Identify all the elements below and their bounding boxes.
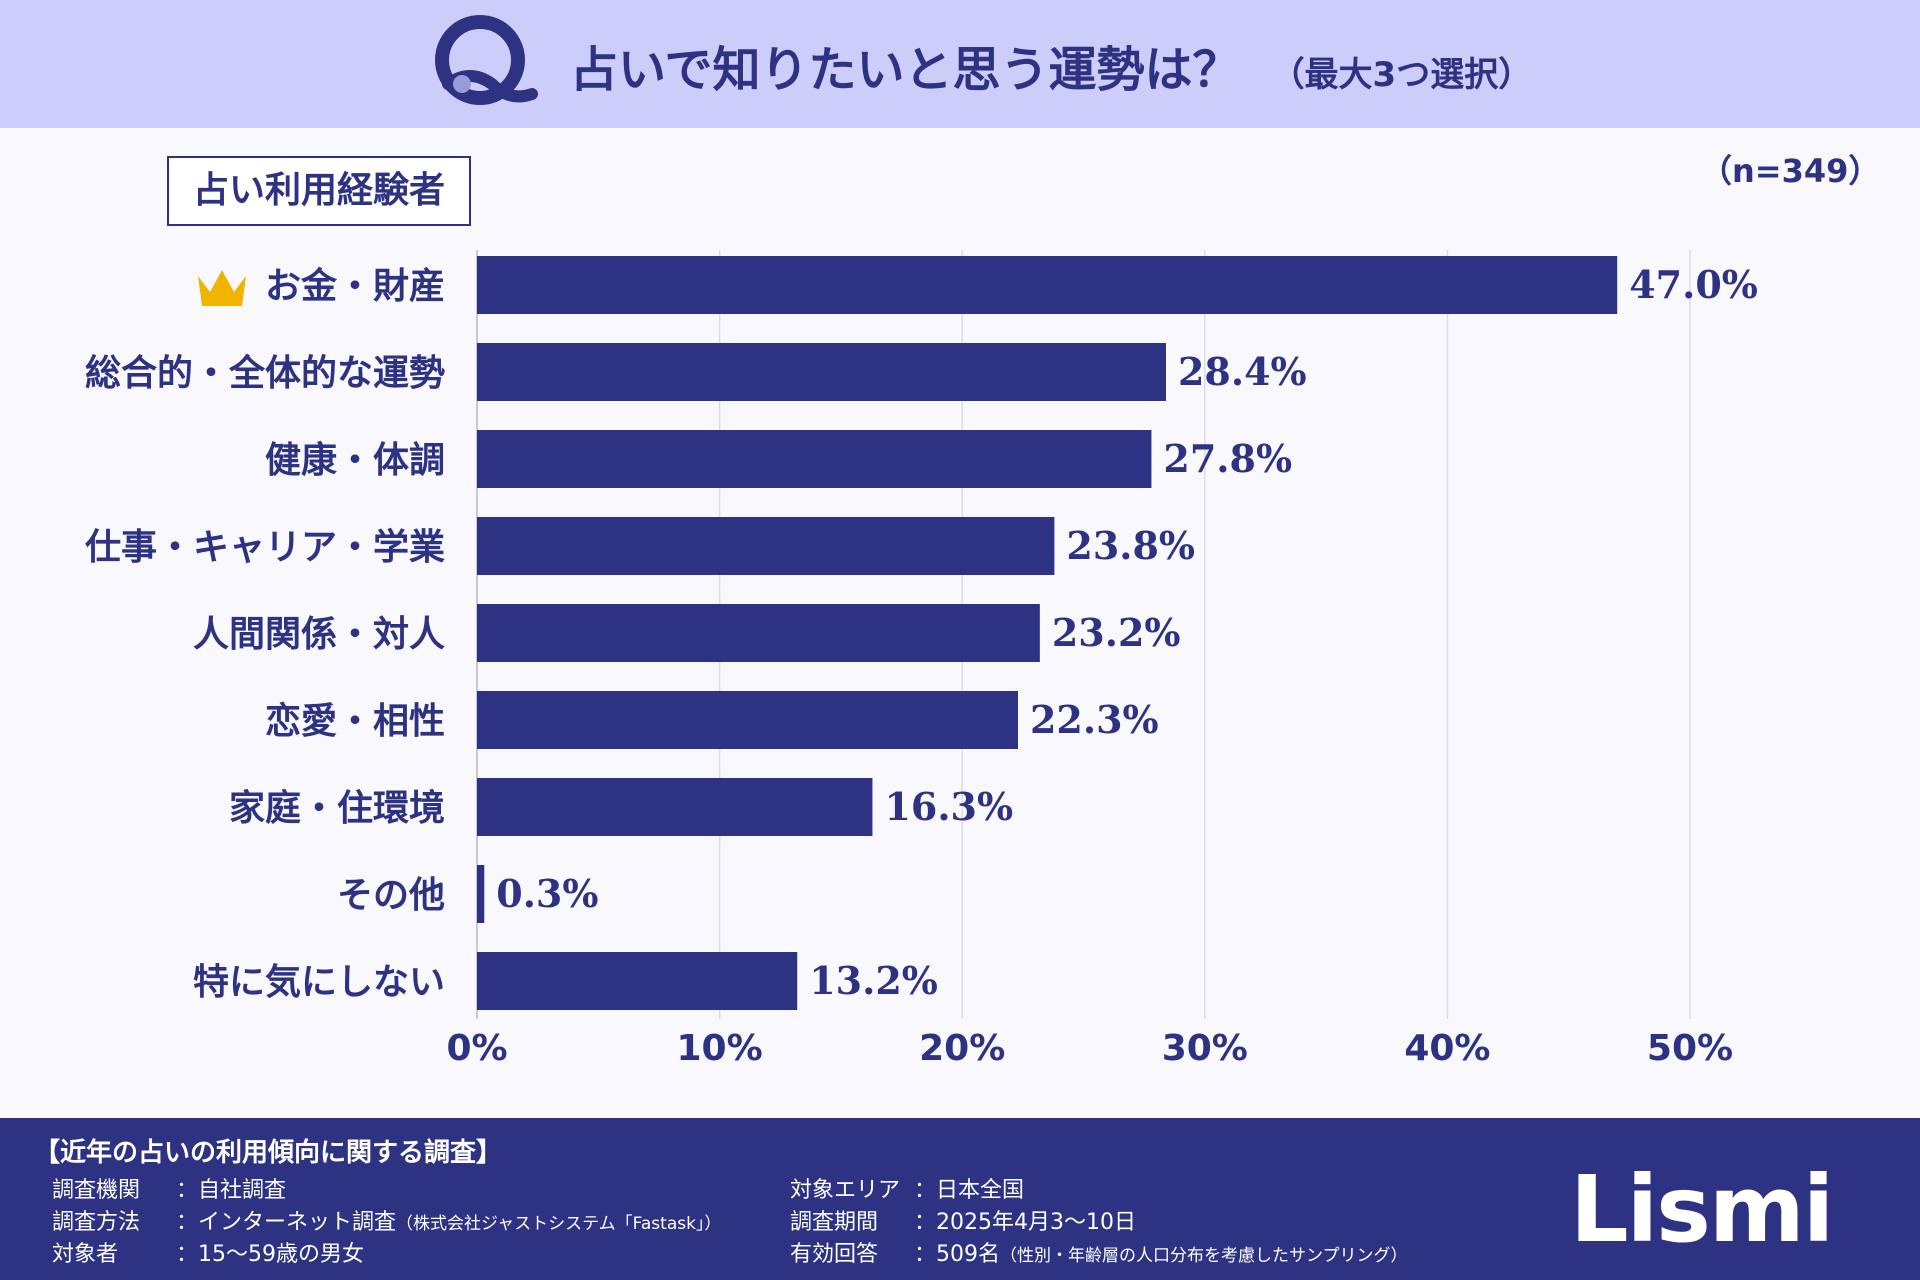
x-tick-label: 40% bbox=[1404, 1028, 1490, 1069]
bar bbox=[477, 952, 798, 1010]
footer-key: 有効回答 bbox=[790, 1242, 879, 1267]
category-label: お金・財産 bbox=[265, 265, 445, 307]
footer-row: 調査期間 ：2025年4月3〜10日 bbox=[790, 1204, 1136, 1236]
category-label: 特に気にしない bbox=[193, 962, 445, 1003]
value-label: 47.0% bbox=[1629, 262, 1758, 307]
crown-icon bbox=[198, 270, 246, 306]
bar bbox=[477, 430, 1152, 488]
footer-value: ：インターネット調査 bbox=[176, 1210, 397, 1235]
footer-value: ：2025年4月3〜10日 bbox=[914, 1210, 1136, 1235]
footer-row: 調査機関 ：自社調査 bbox=[52, 1172, 286, 1204]
bar bbox=[477, 865, 485, 923]
value-label: 13.2% bbox=[809, 958, 938, 1003]
footer-row: 対象エリア ：日本全国 bbox=[790, 1172, 1024, 1204]
bar-chart: 0% 10% 20% 30% 40% 50% お金・財産 47.0% 総合的・全体的な運勢 28.… bbox=[85, 250, 1758, 1069]
group-label: 占い利用経験者 bbox=[167, 156, 471, 226]
footer-row: 調査方法 ：インターネット調査（株式会社ジャストシステム「Fastask」） bbox=[52, 1204, 721, 1236]
category-label: その他 bbox=[337, 875, 445, 916]
q-icon bbox=[435, 15, 538, 105]
value-label: 28.4% bbox=[1178, 349, 1307, 394]
header-bar: 占いで知りたいと思う運勢は？ （最大3つ選択） bbox=[0, 0, 1920, 128]
footer-key: 調査機関 bbox=[52, 1178, 141, 1203]
x-tick-label: 20% bbox=[919, 1028, 1005, 1069]
footer-key: 対象エリア bbox=[790, 1178, 901, 1203]
footer-note: （性別・年齢層の人口分布を考慮したサンプリング） bbox=[1000, 1246, 1408, 1266]
bar bbox=[477, 343, 1166, 401]
value-label: 0.3% bbox=[496, 871, 598, 916]
bar bbox=[477, 691, 1018, 749]
bar bbox=[477, 604, 1040, 662]
x-tick-label: 30% bbox=[1162, 1028, 1248, 1069]
footer-note: （株式会社ジャストシステム「Fastask」） bbox=[396, 1214, 722, 1234]
category-label: 人間関係・対人 bbox=[193, 614, 445, 655]
category-label: 恋愛・相性 bbox=[265, 700, 445, 742]
footer-title: 【近年の占いの利用傾向に関する調査】 bbox=[34, 1138, 503, 1168]
page-title: 占いで知りたいと思う運勢は？ （最大3つ選択） bbox=[570, 42, 1533, 98]
footer-value: ：自社調査 bbox=[176, 1178, 287, 1203]
footer-value: ：509名 bbox=[914, 1242, 1000, 1267]
footer-value: ：日本全国 bbox=[914, 1178, 1025, 1203]
value-label: 23.8% bbox=[1066, 523, 1195, 568]
footer-key: 対象者 bbox=[52, 1242, 119, 1267]
sample-size: （n=349） bbox=[1700, 152, 1881, 190]
value-label: 16.3% bbox=[884, 784, 1013, 829]
footer-key: 調査方法 bbox=[52, 1210, 141, 1235]
footer-key: 調査期間 bbox=[790, 1210, 879, 1235]
x-tick-label: 0% bbox=[446, 1028, 507, 1069]
lismi-logo: Lismi bbox=[1570, 1156, 1834, 1263]
value-label: 27.8% bbox=[1163, 436, 1292, 481]
x-tick-label: 50% bbox=[1647, 1028, 1733, 1069]
value-label: 22.3% bbox=[1030, 697, 1159, 742]
footer-row: 対象者 ：15〜59歳の男女 bbox=[52, 1236, 364, 1268]
bar bbox=[477, 517, 1055, 575]
title-subtitle: （最大3つ選択） bbox=[1270, 55, 1533, 95]
category-label: 家庭・住環境 bbox=[229, 788, 445, 829]
footer-row: 有効回答 ：509名（性別・年齢層の人口分布を考慮したサンプリング） bbox=[790, 1236, 1408, 1268]
footer: 【近年の占いの利用傾向に関する調査】 調査機関 ：自社調査調査方法 ：インターネット… bbox=[0, 1118, 1920, 1280]
value-label: 23.2% bbox=[1052, 610, 1181, 655]
bar bbox=[477, 778, 873, 836]
category-label: 健康・体調 bbox=[265, 439, 445, 481]
bar bbox=[477, 256, 1618, 314]
x-tick-label: 10% bbox=[677, 1028, 763, 1069]
footer-value: ：15〜59歳の男女 bbox=[176, 1242, 364, 1267]
category-label: 総合的・全体的な運勢 bbox=[85, 352, 445, 394]
category-label: 仕事・キャリア・学業 bbox=[85, 526, 445, 568]
